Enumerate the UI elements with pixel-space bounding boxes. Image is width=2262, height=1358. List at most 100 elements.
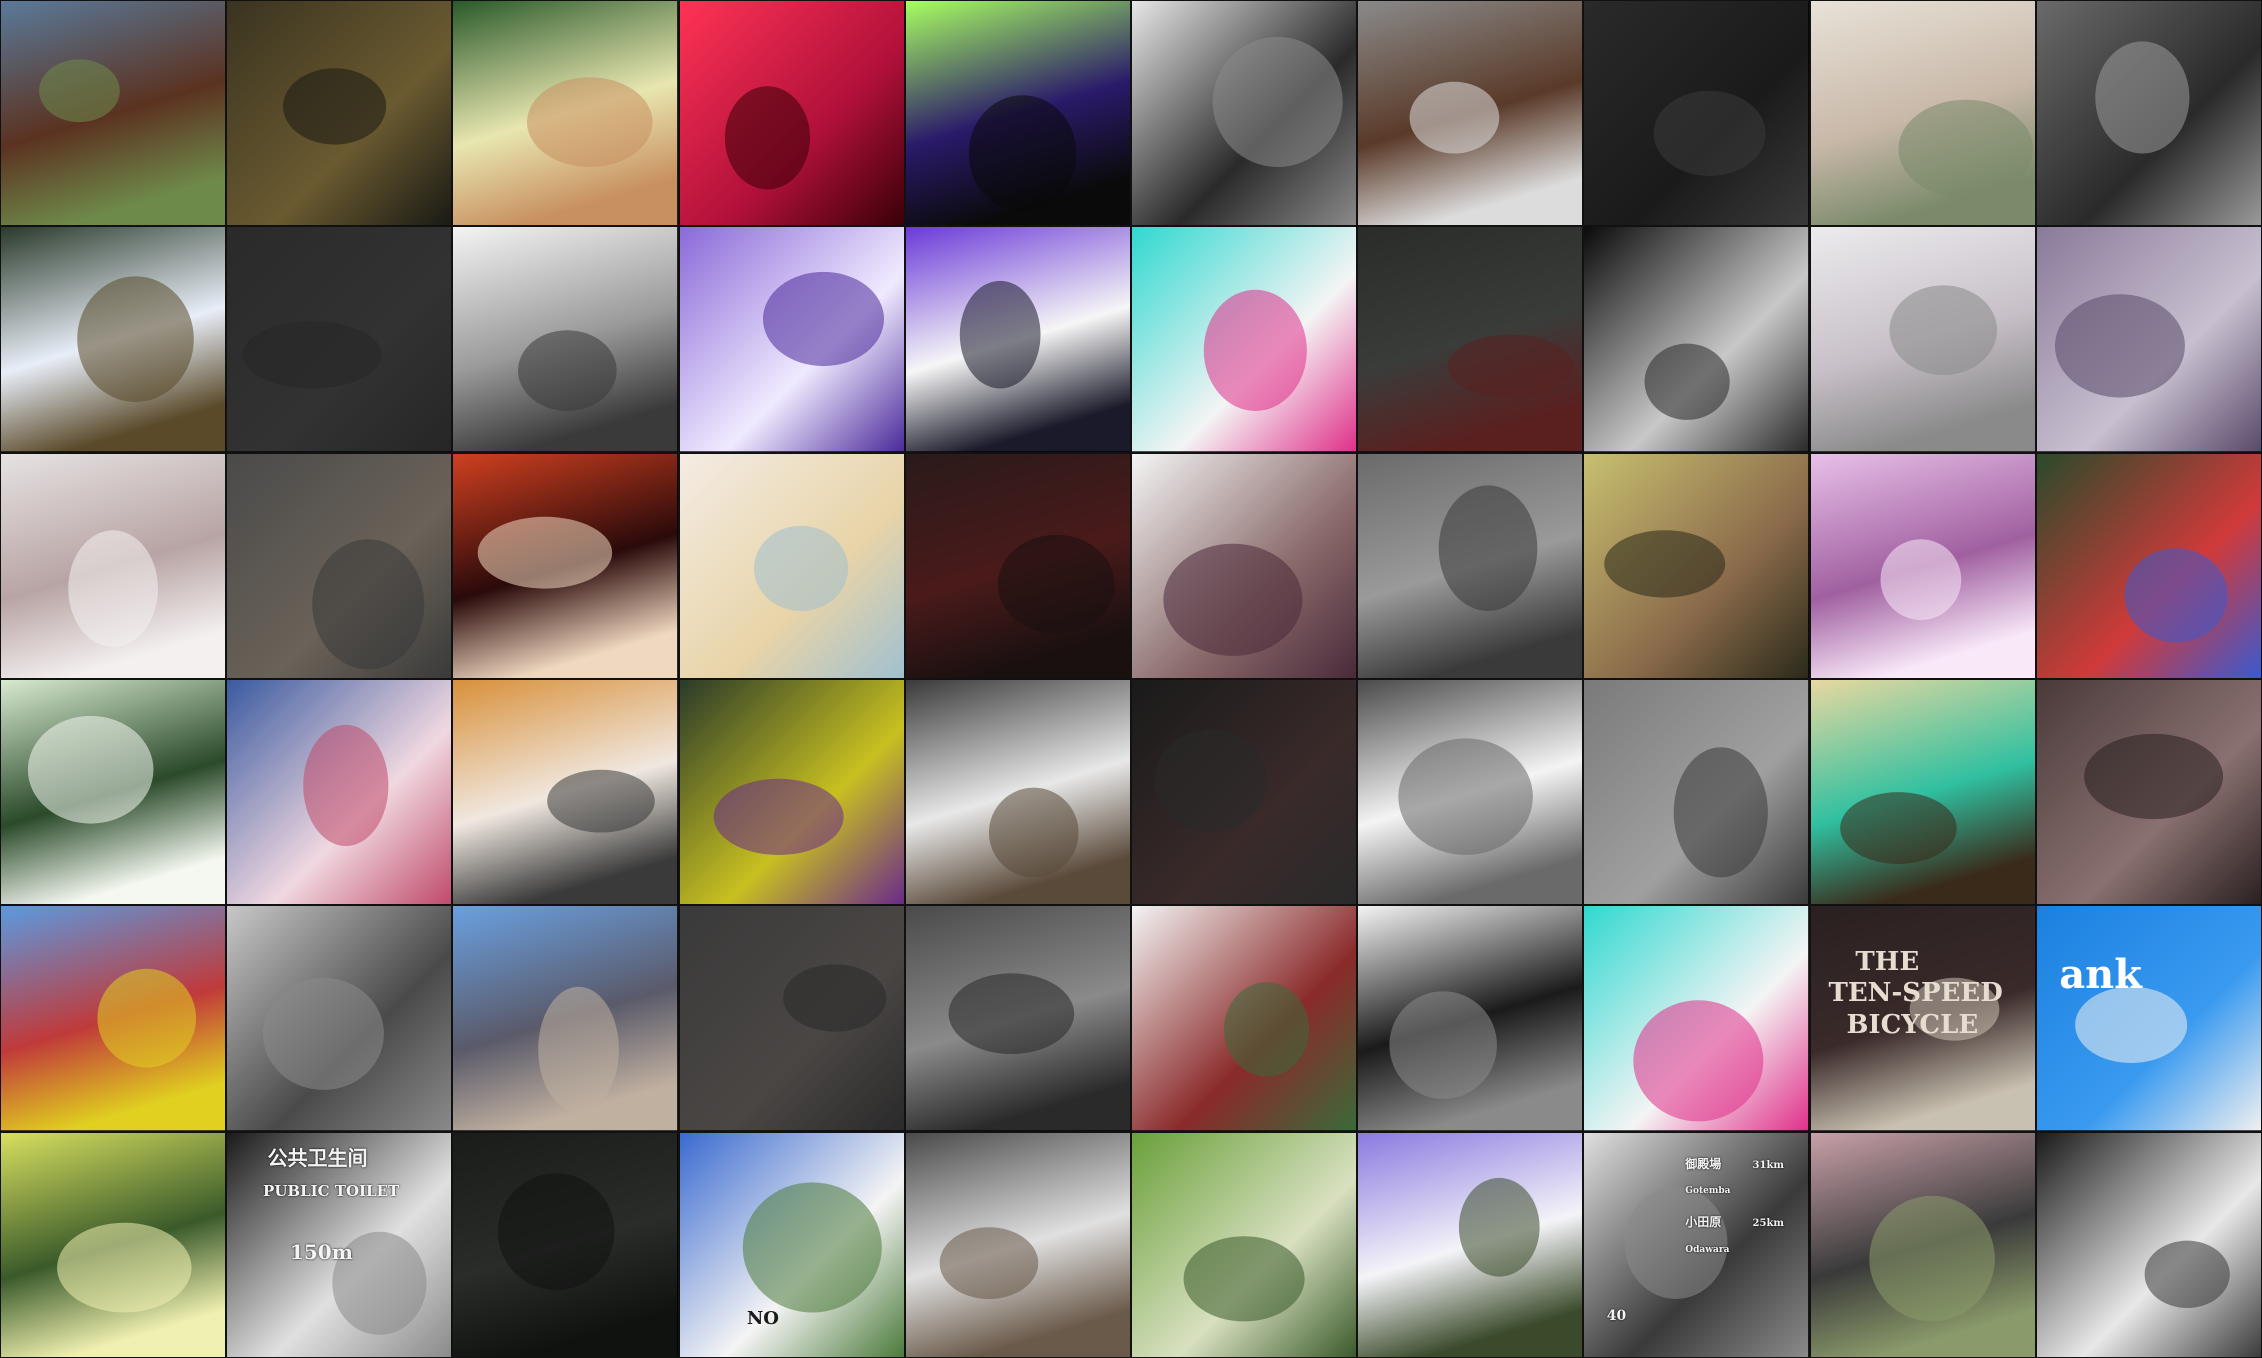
thumbnail-image bbox=[453, 453, 678, 678]
thumbnail-text: 小田原 bbox=[1685, 1215, 1722, 1230]
thumbnail-text: 公共卫生间 bbox=[267, 1145, 368, 1170]
thumbnail-tile: ank bbox=[2035, 905, 2262, 1132]
thumbnail-tile bbox=[1357, 226, 1584, 453]
thumbnail-tile bbox=[0, 905, 227, 1132]
thumbnail-tile bbox=[904, 678, 1131, 906]
thumbnail-tile bbox=[226, 226, 453, 453]
thumbnail-text: NO bbox=[746, 1307, 779, 1329]
thumbnail-text: BICYCLE bbox=[1846, 1009, 1979, 1040]
thumbnail-tile bbox=[0, 226, 227, 453]
thumbnail-image bbox=[679, 906, 904, 1131]
thumbnail-tile bbox=[678, 678, 905, 906]
thumbnail-image bbox=[453, 679, 678, 905]
thumbnail-image bbox=[1810, 679, 2035, 905]
thumbnail-tile bbox=[1583, 226, 1810, 453]
thumbnail-image bbox=[1584, 227, 1809, 452]
thumbnail-tile: 御殿場 Gotemba 小田原 Odawara 31km 25km 40 bbox=[1583, 1131, 1810, 1358]
thumbnail-tile bbox=[2035, 226, 2262, 453]
thumbnail-image bbox=[1131, 453, 1357, 678]
thumbnail-image bbox=[1, 453, 226, 678]
thumbnail-tile bbox=[0, 452, 227, 679]
thumbnail-tile bbox=[226, 0, 453, 227]
thumbnail-image bbox=[2036, 906, 2261, 1131]
thumbnail-tile bbox=[904, 226, 1131, 453]
thumbnail-image bbox=[453, 906, 678, 1131]
thumbnail-image bbox=[905, 1, 1130, 226]
thumbnail-tile bbox=[904, 1131, 1131, 1358]
thumbnail-text: ank bbox=[2059, 951, 2142, 999]
thumbnail-tile bbox=[226, 678, 453, 906]
thumbnail-tile bbox=[1583, 0, 1810, 227]
thumbnail-image bbox=[2036, 227, 2261, 452]
thumbnail-tile bbox=[1357, 678, 1584, 906]
thumbnail-tile bbox=[1130, 905, 1358, 1132]
thumbnail-image bbox=[2036, 1132, 2261, 1357]
thumbnail-image bbox=[2036, 453, 2261, 678]
thumbnail-image bbox=[227, 227, 452, 452]
thumbnail-tile bbox=[1357, 452, 1584, 679]
thumbnail-text: 御殿場 bbox=[1685, 1157, 1722, 1172]
thumbnail-image bbox=[1, 227, 226, 452]
thumbnail-tile: NO bbox=[678, 1131, 905, 1358]
thumbnail-tile bbox=[678, 452, 905, 679]
thumbnail-tile: THE TEN-SPEED BICYCLE bbox=[1809, 905, 2036, 1132]
thumbnail-tile bbox=[1130, 1131, 1358, 1358]
thumbnail-text: 150m bbox=[289, 1240, 353, 1265]
thumbnail-image bbox=[227, 453, 452, 678]
thumbnail-image bbox=[1131, 227, 1357, 452]
thumbnail-tile bbox=[1583, 678, 1810, 906]
thumbnail-image bbox=[1810, 227, 2035, 452]
thumbnail-image bbox=[905, 453, 1130, 678]
thumbnail-text: Gotemba bbox=[1685, 1186, 1731, 1197]
thumbnail-image bbox=[227, 1, 452, 226]
thumbnail-image bbox=[905, 679, 1130, 905]
thumbnail-image bbox=[905, 1132, 1130, 1357]
thumbnail-tile bbox=[2035, 1131, 2262, 1358]
thumbnail-tile bbox=[452, 1131, 679, 1358]
thumbnail-image bbox=[1358, 1, 1583, 226]
thumbnail-image bbox=[679, 1132, 904, 1357]
thumbnail-tile bbox=[1809, 0, 2036, 227]
thumbnail-image bbox=[1131, 906, 1357, 1131]
thumbnail-tile bbox=[678, 905, 905, 1132]
thumbnail-image bbox=[905, 227, 1130, 452]
thumbnail-image bbox=[1810, 1132, 2035, 1357]
thumbnail-tile bbox=[452, 0, 679, 227]
thumbnail-text: TEN-SPEED bbox=[1828, 978, 2003, 1009]
thumbnail-tile bbox=[1130, 678, 1358, 906]
thumbnail-tile bbox=[1357, 0, 1584, 227]
thumbnail-image bbox=[1, 906, 226, 1131]
thumbnail-image bbox=[1131, 679, 1357, 905]
thumbnail-tile bbox=[2035, 0, 2262, 227]
thumbnail-tile bbox=[452, 226, 679, 453]
thumbnail-image bbox=[2036, 679, 2261, 905]
thumbnail-tile bbox=[678, 226, 905, 453]
thumbnail-image bbox=[453, 1, 678, 226]
thumbnail-image bbox=[1131, 1, 1357, 226]
thumbnail-image bbox=[1358, 453, 1583, 678]
thumbnail-image bbox=[1584, 679, 1809, 905]
thumbnail-tile bbox=[1357, 905, 1584, 1132]
thumbnail-image bbox=[227, 906, 452, 1131]
thumbnail-tile bbox=[904, 905, 1131, 1132]
thumbnail-image bbox=[679, 679, 904, 905]
thumbnail-tile bbox=[1357, 1131, 1584, 1358]
thumbnail-tile bbox=[904, 0, 1131, 227]
thumbnail-image bbox=[453, 1132, 678, 1357]
thumbnail-image bbox=[1810, 453, 2035, 678]
thumbnail-tile bbox=[0, 1131, 227, 1358]
thumbnail-tile bbox=[452, 905, 679, 1132]
thumbnail-tile bbox=[226, 452, 453, 679]
thumbnail-image bbox=[1584, 906, 1809, 1131]
thumbnail-image bbox=[453, 227, 678, 452]
thumbnail-image bbox=[1358, 227, 1583, 452]
thumbnail-tile bbox=[2035, 678, 2262, 906]
thumbnail-tile bbox=[1809, 226, 2036, 453]
thumbnail-tile bbox=[2035, 452, 2262, 679]
thumbnail-image bbox=[227, 1132, 452, 1357]
thumbnail-text: 40 bbox=[1606, 1307, 1627, 1324]
thumbnail-image bbox=[1358, 679, 1583, 905]
thumbnail-image bbox=[1358, 1132, 1583, 1357]
thumbnail-tile bbox=[452, 678, 679, 906]
